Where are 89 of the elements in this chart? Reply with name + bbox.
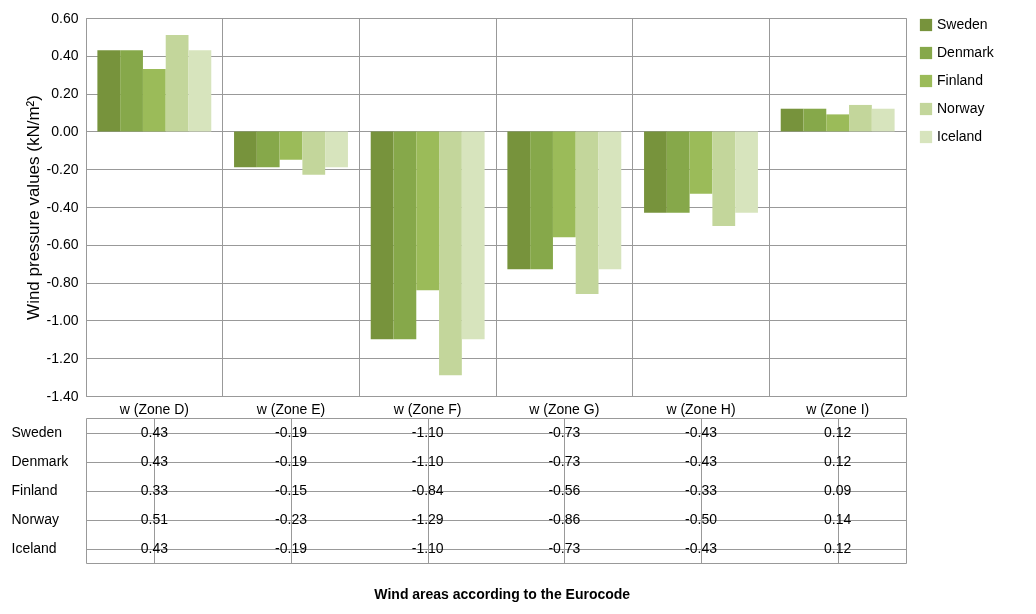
data-label: -0.15 (275, 481, 308, 498)
legend-label: Iceland (937, 128, 983, 144)
x-tick-label: w (Zone E) (255, 400, 326, 417)
y-tick-label: -0.20 (46, 160, 79, 177)
bar (461, 131, 485, 340)
bar (780, 108, 804, 132)
bar (165, 35, 189, 132)
data-label: -0.73 (548, 423, 581, 440)
bar (849, 104, 872, 132)
y-axis-title: Wind pressure values (kN/m²) (23, 95, 43, 320)
text: Iceland (11, 540, 57, 556)
x-tick-label: w (Zone D) (118, 400, 189, 417)
x-tick-label: w (Zone I) (805, 400, 870, 417)
y-tick-label: -1.40 (46, 387, 79, 404)
bar (439, 131, 462, 376)
bar (97, 50, 121, 132)
legend-label: Denmark (937, 44, 995, 60)
data-label: -1.10 (411, 539, 444, 556)
bar (393, 131, 417, 340)
data-label: 0.33 (140, 481, 169, 498)
data-label: 0.12 (824, 452, 852, 469)
text: Sweden (11, 424, 63, 440)
data-label: -1.29 (411, 510, 444, 527)
text: Denmark (11, 453, 69, 469)
y-tick-label: -1.20 (46, 349, 79, 366)
bar (188, 50, 212, 132)
bar (826, 114, 850, 132)
bar (666, 131, 690, 213)
data-label: -1.10 (411, 423, 444, 440)
bar (325, 131, 348, 168)
y-tick-label: -1.00 (46, 311, 79, 328)
data-label: -0.43 (685, 423, 718, 440)
bar (370, 131, 394, 340)
bar (530, 131, 553, 270)
bar (712, 131, 736, 226)
data-label: -0.43 (685, 539, 718, 556)
bar (735, 131, 758, 213)
bar (598, 131, 622, 270)
y-tick-label: 0.60 (51, 9, 79, 26)
bar (142, 69, 166, 132)
data-label: -0.50 (685, 510, 718, 527)
x-tick-label: w (Zone H) (665, 400, 736, 417)
data-label: -1.10 (411, 452, 444, 469)
data-label: -0.19 (275, 539, 308, 556)
data-label: -0.56 (548, 481, 581, 498)
bar (416, 131, 440, 291)
y-tick-label: -0.80 (46, 274, 79, 291)
text: Wind areas according to the Eurocode (374, 585, 631, 602)
bar (279, 131, 303, 160)
data-label: 0.14 (824, 510, 852, 527)
bar (803, 108, 827, 132)
y-tick-label: 0.20 (51, 85, 79, 102)
data-label: -0.86 (548, 510, 581, 527)
text: Norway (11, 511, 59, 527)
data-label: -0.73 (548, 539, 581, 556)
data-label: 0.12 (824, 539, 852, 556)
bar (302, 131, 326, 175)
data-label: 0.43 (140, 423, 169, 440)
data-label: 0.51 (140, 510, 169, 527)
data-label: -0.33 (685, 481, 718, 498)
legend-label: Finland (937, 72, 983, 88)
data-label: -0.43 (685, 452, 718, 469)
text: Finland (11, 482, 58, 498)
data-label: 0.12 (824, 423, 852, 440)
legend-label: Norway (937, 100, 985, 116)
data-label: -0.19 (275, 452, 308, 469)
data-label: -0.84 (411, 481, 444, 498)
bar (552, 131, 576, 238)
bar (689, 131, 713, 194)
x-tick-label: w (Zone F) (392, 400, 462, 417)
bar (256, 131, 280, 168)
data-label: 0.43 (140, 452, 169, 469)
data-label: -0.73 (548, 452, 581, 469)
y-tick-label: -0.40 (46, 198, 79, 215)
bar (507, 131, 531, 270)
data-label: 0.09 (824, 481, 852, 498)
y-tick-label: 0.00 (51, 122, 79, 139)
data-label: 0.43 (140, 539, 169, 556)
data-label: -0.23 (275, 510, 308, 527)
bar (644, 131, 667, 213)
y-tick-label: -0.60 (46, 236, 79, 253)
bar (234, 131, 257, 168)
bar (575, 131, 599, 294)
y-tick-label: 0.40 (51, 47, 79, 64)
data-label: -0.19 (275, 423, 308, 440)
bar (871, 108, 895, 132)
bar (120, 50, 143, 132)
x-tick-label: w (Zone G) (528, 400, 600, 417)
legend-label: Sweden (937, 16, 988, 32)
